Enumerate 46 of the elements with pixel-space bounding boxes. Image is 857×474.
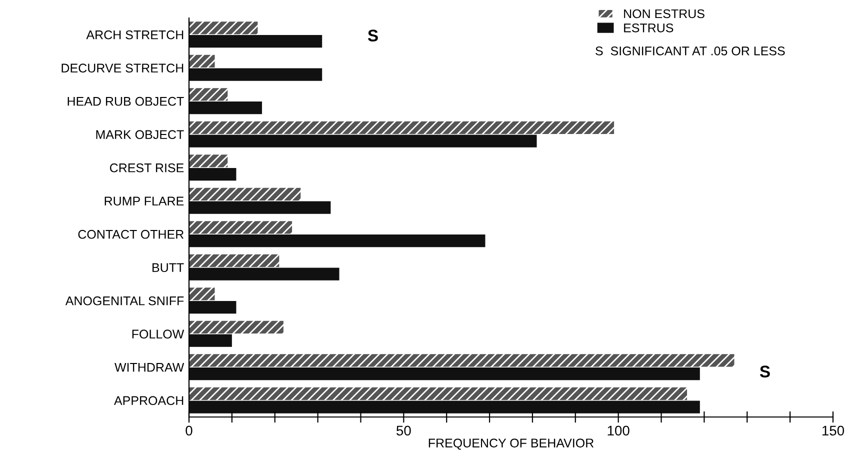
y-tick-label: CONTACT OTHER [78,230,184,239]
annotation: S [760,366,770,378]
bar [189,88,228,101]
bar [189,22,258,34]
legend-label: NON ESTRUS [624,9,704,18]
y-tick-label: BUTT [152,263,184,272]
y-tick-label: CREST RISE [110,163,184,172]
bar [189,221,292,234]
bar [189,121,614,134]
bar [189,268,340,280]
x-tick-label: 0 [186,426,192,436]
y-tick-label: MARK OBJECT [96,130,184,140]
bar [189,300,236,314]
bar [189,400,700,414]
y-tick-label: WITHDRAW [114,363,184,372]
legend-label: ESTRUS [624,23,674,32]
y-tick-label: ARCH STRETCH [86,30,184,40]
bar [189,354,734,367]
bar [189,188,301,201]
bar [189,320,284,334]
x-tick-label: 50 [396,426,411,436]
bar [189,154,228,168]
bar [189,54,215,68]
x-tick-label: 100 [608,426,630,436]
y-tick-label: APPROACH [114,396,184,406]
bar [189,68,322,81]
bar [189,168,236,181]
annotation: S [368,30,378,42]
annotation: S SIGNIFICANT AT .05 OR LESS [596,46,785,56]
bar [189,101,262,114]
bar [189,254,280,268]
bar [189,387,688,400]
bar [189,134,537,148]
y-tick-label: HEAD RUB OBJECT [68,96,184,106]
y-tick-label: FOLLOW [132,330,184,339]
bar [189,234,486,248]
bar [189,34,322,48]
y-tick-label: ANOGENITAL SNIFF [65,296,184,306]
y-tick-label: DECURVE STRETCH [62,64,184,73]
x-axis-title: FREQUENCY OF BEHAVIOR [428,438,594,450]
x-tick-label: 150 [822,426,844,436]
y-tick-label: RUMP FLARE [104,196,184,206]
bar [189,201,331,214]
bar [189,334,232,347]
bar [189,367,700,380]
bar [189,288,215,300]
